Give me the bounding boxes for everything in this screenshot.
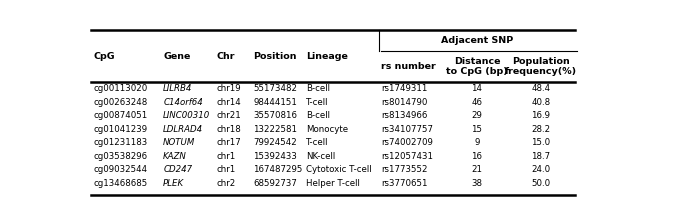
Text: NK-cell: NK-cell (306, 152, 336, 161)
Text: Population
frequency(%): Population frequency(%) (505, 57, 577, 76)
Text: 13222581: 13222581 (253, 125, 297, 134)
Text: LINC00310: LINC00310 (163, 111, 210, 120)
Text: chr14: chr14 (216, 98, 241, 107)
Text: 55173482: 55173482 (253, 84, 297, 93)
Text: rs8134966: rs8134966 (381, 111, 427, 120)
Text: 46: 46 (471, 98, 482, 107)
Text: rs3770651: rs3770651 (381, 179, 428, 188)
Text: LDLRAD4: LDLRAD4 (163, 125, 203, 134)
Text: rs12057431: rs12057431 (381, 152, 433, 161)
Text: rs74002709: rs74002709 (381, 138, 433, 147)
Text: Chr: Chr (216, 52, 235, 60)
Text: Position: Position (253, 52, 296, 60)
Text: CpG: CpG (94, 52, 115, 60)
Text: 40.8: 40.8 (531, 98, 550, 107)
Text: chr2: chr2 (216, 179, 236, 188)
Text: Cytotoxic T-cell: Cytotoxic T-cell (306, 165, 372, 174)
Text: C14orf64: C14orf64 (163, 98, 203, 107)
Text: 79924542: 79924542 (253, 138, 297, 147)
Text: Gene: Gene (163, 52, 191, 60)
Text: CD247: CD247 (163, 165, 192, 174)
Text: cg00874051: cg00874051 (94, 111, 148, 120)
Text: chr1: chr1 (216, 165, 236, 174)
Text: B-cell: B-cell (306, 111, 330, 120)
Text: 18.7: 18.7 (531, 152, 550, 161)
Text: 50.0: 50.0 (531, 179, 550, 188)
Text: NOTUM: NOTUM (163, 138, 196, 147)
Text: 38: 38 (471, 179, 482, 188)
Text: T-cell: T-cell (306, 138, 329, 147)
Text: 29: 29 (471, 111, 482, 120)
Text: Monocyte: Monocyte (306, 125, 348, 134)
Text: 16: 16 (471, 152, 482, 161)
Text: chr17: chr17 (216, 138, 241, 147)
Text: chr1: chr1 (216, 152, 236, 161)
Text: 16.9: 16.9 (531, 111, 550, 120)
Text: Helper T-cell: Helper T-cell (306, 179, 360, 188)
Text: chr19: chr19 (216, 84, 241, 93)
Text: 98444151: 98444151 (253, 98, 297, 107)
Text: chr18: chr18 (216, 125, 241, 134)
Text: 48.4: 48.4 (531, 84, 550, 93)
Text: 35570816: 35570816 (253, 111, 297, 120)
Text: cg00113020: cg00113020 (94, 84, 148, 93)
Text: 15: 15 (471, 125, 482, 134)
Text: chr21: chr21 (216, 111, 241, 120)
Text: 68592737: 68592737 (253, 179, 297, 188)
Text: Lineage: Lineage (306, 52, 348, 60)
Text: LILRB4: LILRB4 (163, 84, 193, 93)
Text: rs1773552: rs1773552 (381, 165, 428, 174)
Text: cg01041239: cg01041239 (94, 125, 148, 134)
Text: rs8014790: rs8014790 (381, 98, 427, 107)
Text: 167487295: 167487295 (253, 165, 303, 174)
Text: B-cell: B-cell (306, 84, 330, 93)
Text: 15.0: 15.0 (531, 138, 550, 147)
Text: 21: 21 (471, 165, 482, 174)
Text: 14: 14 (471, 84, 482, 93)
Text: cg00263248: cg00263248 (94, 98, 148, 107)
Text: 15392433: 15392433 (253, 152, 297, 161)
Text: T-cell: T-cell (306, 98, 329, 107)
Text: Distance
to CpG (bp): Distance to CpG (bp) (446, 57, 507, 76)
Text: cg09032544: cg09032544 (94, 165, 148, 174)
Text: PLEK: PLEK (163, 179, 185, 188)
Text: 24.0: 24.0 (531, 165, 550, 174)
Text: KAZN: KAZN (163, 152, 187, 161)
Text: Adjacent SNP: Adjacent SNP (441, 36, 513, 45)
Text: cg03538296: cg03538296 (94, 152, 148, 161)
Text: cg01231183: cg01231183 (94, 138, 148, 147)
Text: rs number: rs number (381, 62, 435, 71)
Text: 28.2: 28.2 (531, 125, 550, 134)
Text: cg13468685: cg13468685 (94, 179, 148, 188)
Text: rs1749311: rs1749311 (381, 84, 427, 93)
Text: rs34107757: rs34107757 (381, 125, 433, 134)
Text: 9: 9 (474, 138, 480, 147)
